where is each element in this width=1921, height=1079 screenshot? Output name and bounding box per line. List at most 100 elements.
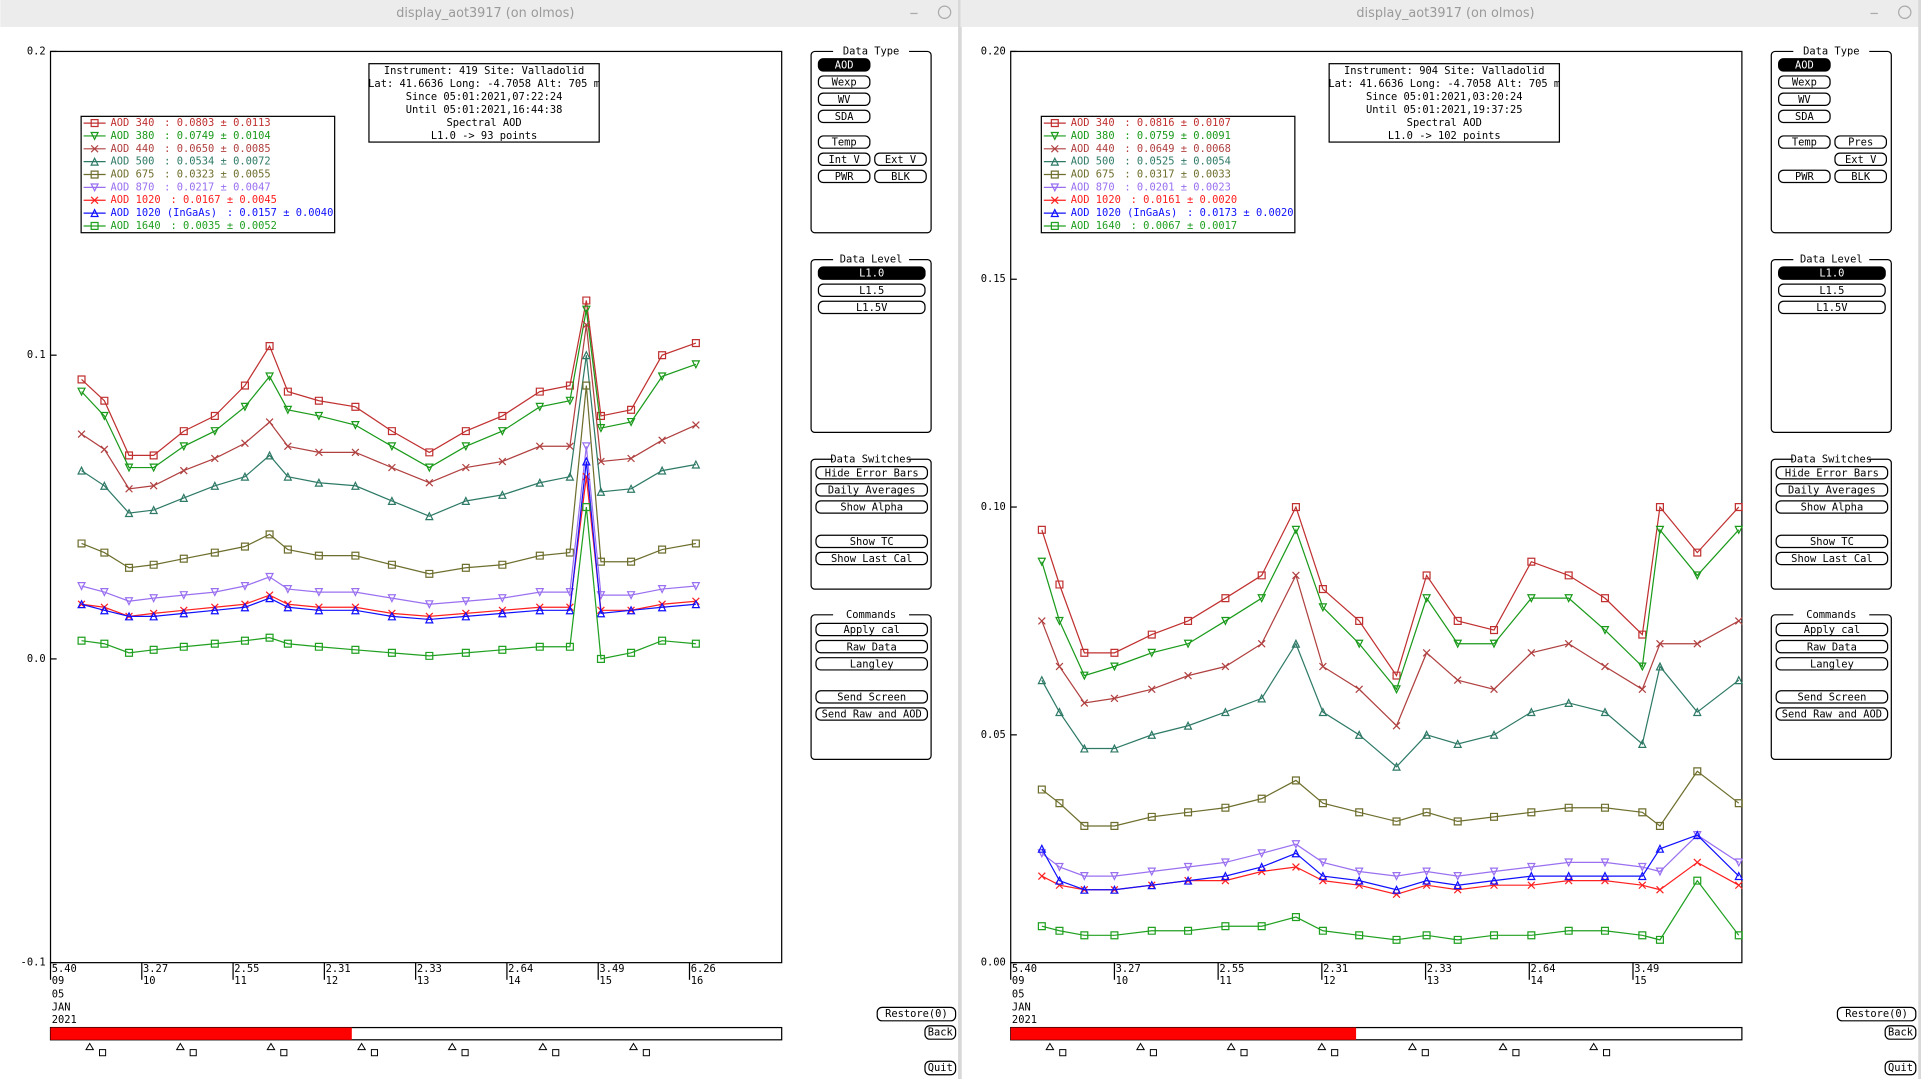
button[interactable] (817, 300, 926, 315)
button-label[interactable]: Raw Data (1807, 641, 1857, 653)
button[interactable] (1778, 58, 1831, 72)
button[interactable] (1778, 135, 1831, 149)
button[interactable] (1775, 690, 1889, 704)
button-label[interactable]: SDA (1795, 111, 1815, 123)
button-label[interactable]: L1.5 (1819, 285, 1844, 297)
button-label[interactable]: Wexp (1792, 77, 1817, 89)
button-label[interactable]: Langley (850, 658, 894, 670)
button-label[interactable]: Ext V (885, 154, 916, 166)
button[interactable] (815, 483, 929, 497)
button-label[interactable]: Quit (928, 1062, 953, 1074)
close-button[interactable] (1898, 5, 1912, 19)
button-label[interactable]: L1.0 (1819, 268, 1844, 280)
button[interactable] (1778, 109, 1831, 124)
button-label[interactable]: Show Last Cal (831, 553, 912, 565)
button[interactable] (815, 622, 929, 637)
button[interactable] (817, 58, 871, 72)
button[interactable] (817, 152, 871, 166)
button[interactable] (817, 283, 926, 298)
button-label[interactable]: Send Screen (837, 691, 906, 703)
button[interactable] (817, 75, 871, 89)
button-label[interactable]: L1.5 (859, 285, 884, 297)
button[interactable] (1778, 300, 1886, 315)
button[interactable] (815, 657, 929, 671)
button[interactable] (815, 690, 929, 704)
button-label[interactable]: L1.0 (859, 268, 884, 280)
button[interactable] (1884, 1025, 1917, 1040)
button[interactable] (1778, 283, 1886, 298)
button[interactable] (1836, 1006, 1917, 1022)
button[interactable] (1775, 707, 1889, 721)
button-label[interactable]: Show TC (1810, 536, 1854, 548)
button-label[interactable]: Ext V (1845, 154, 1876, 166)
button-label[interactable]: Show Alpha (840, 502, 903, 514)
button[interactable] (1775, 466, 1889, 480)
button-label[interactable]: Raw Data (847, 641, 897, 653)
button-label[interactable]: Send Raw and AOD (822, 709, 922, 721)
button-label[interactable]: Daily Averages (828, 485, 916, 497)
button-label[interactable]: Hide Error Bars (1785, 467, 1879, 479)
button-label[interactable]: Temp (1792, 137, 1817, 149)
button[interactable] (1778, 75, 1831, 89)
button[interactable] (1778, 266, 1886, 280)
button[interactable] (874, 169, 927, 184)
button-label[interactable]: AOD (1795, 60, 1814, 72)
button-label[interactable]: Show Alpha (1801, 502, 1864, 514)
button[interactable] (815, 466, 929, 480)
button-label[interactable]: Hide Error Bars (825, 467, 919, 479)
button[interactable] (1834, 152, 1888, 166)
button-label[interactable]: Quit (1888, 1062, 1913, 1074)
button-label[interactable]: SDA (835, 111, 855, 123)
button[interactable] (1775, 657, 1889, 671)
button[interactable] (817, 266, 926, 280)
button-label[interactable]: Apply cal (844, 624, 900, 636)
button-label[interactable]: Temp (832, 137, 857, 149)
button-label[interactable]: Restore(0) (1845, 1008, 1908, 1020)
button[interactable] (1834, 135, 1888, 149)
button[interactable] (815, 707, 929, 721)
button-label[interactable]: Restore(0) (885, 1008, 948, 1020)
button[interactable] (1884, 1060, 1917, 1076)
button[interactable] (924, 1060, 957, 1076)
button-label[interactable]: PWR (835, 171, 855, 183)
button[interactable] (876, 1006, 957, 1022)
button-label[interactable]: Apply cal (1804, 624, 1860, 636)
button-label[interactable]: Show Last Cal (1791, 553, 1872, 565)
button[interactable] (1775, 551, 1889, 566)
button-label[interactable]: BLK (891, 171, 911, 183)
button[interactable] (815, 639, 929, 654)
button-label[interactable]: Send Screen (1797, 691, 1866, 703)
button-label[interactable]: BLK (1851, 171, 1871, 183)
button[interactable] (924, 1025, 957, 1040)
button-label[interactable]: Pres (1848, 137, 1873, 149)
button-label[interactable]: L1.5V (856, 302, 887, 314)
button[interactable] (1775, 622, 1889, 637)
button[interactable] (1775, 483, 1889, 497)
button[interactable] (817, 135, 871, 149)
button[interactable] (815, 534, 929, 549)
button-label[interactable]: PWR (1795, 171, 1815, 183)
button[interactable] (1778, 169, 1831, 184)
button-label[interactable]: AOD (835, 60, 854, 72)
button-label[interactable]: WV (838, 94, 851, 106)
button-label[interactable]: Int V (828, 154, 859, 166)
button[interactable] (817, 109, 871, 124)
button-label[interactable]: Show TC (850, 536, 894, 548)
button[interactable] (815, 500, 929, 514)
close-button[interactable] (937, 5, 952, 19)
button[interactable] (1775, 639, 1889, 654)
button-label[interactable]: Daily Averages (1788, 485, 1876, 497)
button[interactable] (815, 551, 929, 566)
button-label[interactable]: WV (1798, 94, 1811, 106)
button-label[interactable]: Wexp (832, 77, 857, 89)
button[interactable] (817, 92, 871, 106)
button-label[interactable]: Langley (1810, 658, 1854, 670)
button[interactable] (1778, 92, 1831, 106)
button-label[interactable]: Back (1888, 1026, 1914, 1038)
button[interactable] (1834, 169, 1888, 184)
button[interactable] (1775, 500, 1889, 514)
button[interactable] (1775, 534, 1889, 549)
button-label[interactable]: Back (928, 1026, 954, 1038)
scroll-thumb[interactable] (50, 1027, 352, 1040)
button-label[interactable]: L1.5V (1816, 302, 1847, 314)
